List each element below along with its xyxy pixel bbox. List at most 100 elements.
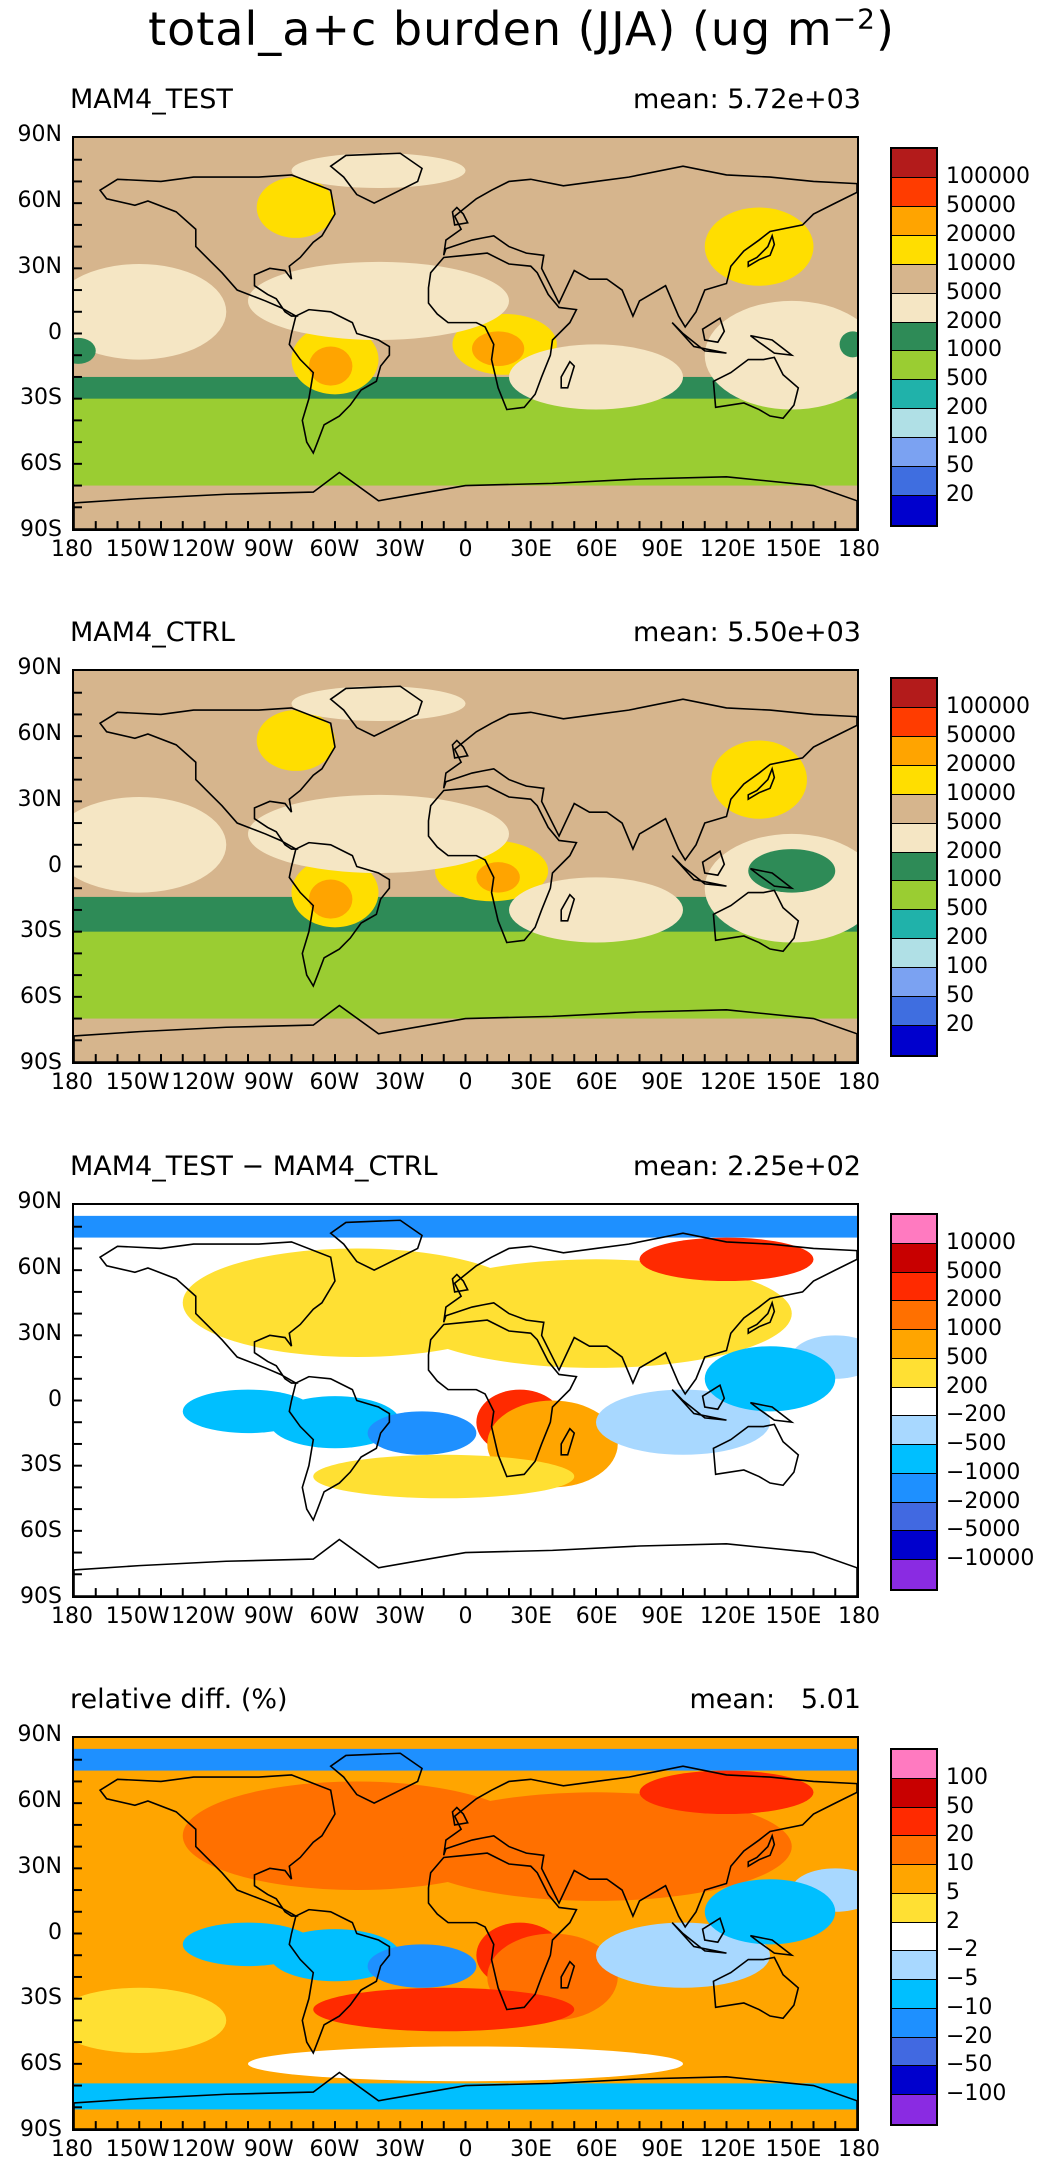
colorbar-swatch — [892, 467, 936, 497]
panel-mean: mean: 5.01 — [689, 1684, 861, 1715]
coastline-africa — [427, 1319, 578, 1478]
coastline-japan — [747, 766, 776, 801]
lat-label: 90S — [20, 1584, 62, 1609]
lon-label: 60E — [575, 537, 618, 562]
lat-label: 60N — [17, 1254, 62, 1280]
lon-label: 150E — [765, 2137, 822, 2162]
coastline-borneo — [701, 1384, 726, 1411]
colorbar-swatch — [892, 679, 936, 708]
colorbar-swatch — [892, 322, 936, 352]
map-plot — [72, 1736, 859, 2131]
colorbar-label: 1000 — [946, 337, 1002, 363]
lat-label: 90N — [17, 1189, 62, 1214]
colorbar-swatch — [892, 1026, 936, 1055]
coastline-antarctica — [74, 1538, 857, 1596]
lat-label: 60N — [17, 720, 62, 746]
colorbar-label: −100 — [946, 2081, 1007, 2107]
colorbar-label: 50000 — [946, 192, 1016, 218]
lat-label: 60S — [20, 451, 62, 477]
map-plot — [72, 1203, 859, 1598]
field-contour — [595, 1389, 770, 1455]
colorbar-label: −1000 — [946, 1459, 1021, 1485]
colorbar-label: 500 — [946, 1344, 988, 1370]
colorbar-label: 500 — [946, 896, 988, 922]
field-map-svg — [74, 1205, 857, 1596]
coastline-borneo — [701, 850, 726, 877]
coastline-japan — [747, 233, 776, 268]
lon-label: 30E — [510, 1604, 553, 1629]
colorbar-label: 500 — [946, 366, 988, 392]
lat-label: 30S — [20, 918, 62, 944]
colorbar-label: 2000 — [946, 1287, 1002, 1313]
colorbar-swatch — [892, 1865, 936, 1894]
lon-label: 90E — [641, 2137, 684, 2162]
colorbar-swatch — [892, 852, 936, 882]
colorbar-swatch — [892, 2037, 936, 2067]
lon-label: 90W — [243, 537, 294, 562]
colorbar-label: −10 — [946, 1994, 993, 2020]
panel-title: MAM4_TEST − MAM4_CTRL — [70, 1151, 438, 1182]
colorbar-label: 10000 — [946, 250, 1016, 276]
colorbar-swatch — [892, 1980, 936, 2009]
colorbar-label: 10000 — [946, 780, 1016, 806]
colorbar-label: 50 — [946, 453, 974, 479]
colorbar-swatch — [892, 1272, 936, 1302]
lon-label: 90E — [641, 1070, 684, 1095]
colorbar-label: −50 — [946, 2052, 993, 2078]
panel-mean: mean: 5.50e+03 — [633, 617, 861, 648]
coastline-uk — [451, 1806, 469, 1826]
lat-label: 30S — [20, 385, 62, 411]
colorbar-swatch — [892, 264, 936, 294]
figure-title-text: total_a+c burden (JJA) (ug m — [148, 2, 833, 56]
colorbar-label: 50 — [946, 983, 974, 1009]
field-contour — [74, 797, 227, 893]
field-contour — [247, 794, 509, 874]
coastline-madagascar — [560, 1427, 576, 1456]
colorbar-swatch — [892, 1778, 936, 1808]
colorbar-swatch — [892, 1807, 936, 1837]
lat-label: 90N — [17, 655, 62, 680]
coastline-newguinea — [749, 334, 795, 357]
coastline-australia — [712, 889, 800, 953]
colorbar-swatch — [892, 823, 936, 853]
colorbar-swatch — [892, 177, 936, 207]
coastline-africa — [427, 252, 578, 411]
field-contour — [74, 264, 227, 360]
coastline-samerica — [288, 841, 391, 988]
field-band — [74, 398, 857, 486]
colorbar-swatch — [892, 968, 936, 998]
colorbar-label: 1000 — [946, 867, 1002, 893]
colorbar-swatch — [892, 1387, 936, 1417]
lon-label: 30E — [510, 537, 553, 562]
field-contour — [839, 331, 857, 358]
coastline-uk — [451, 1273, 469, 1293]
colorbar-label: −2 — [946, 1937, 979, 1963]
colorbar-label: 20 — [946, 1822, 974, 1848]
colorbar-label: 5000 — [946, 809, 1002, 835]
colorbar-label: −5 — [946, 1966, 979, 1992]
field-band — [74, 931, 857, 1019]
lon-label: 0 — [458, 1604, 473, 1629]
field-contour — [313, 1454, 575, 1499]
field-band — [74, 2083, 857, 2110]
lat-label: 0 — [48, 852, 62, 878]
coastline-greenland — [329, 685, 423, 738]
coastline-indonesia1 — [671, 1389, 727, 1421]
colorbar-label: 2000 — [946, 838, 1002, 864]
lat-label: 30N — [17, 1853, 62, 1879]
coastline-eurasia — [442, 165, 857, 329]
lon-label: 180 — [838, 537, 880, 562]
coastline-newguinea — [749, 1401, 795, 1424]
field-contour — [367, 1411, 477, 1455]
lon-label: 180 — [51, 1070, 93, 1095]
field-contour — [247, 261, 509, 341]
colorbar-label: 100000 — [946, 693, 1030, 719]
field-contour — [509, 344, 683, 410]
colorbar-label: 10 — [946, 1851, 974, 1877]
colorbar-label: 100000 — [946, 163, 1030, 189]
coastline-namerica — [98, 1241, 336, 1384]
lon-label: 30E — [510, 2137, 553, 2162]
colorbar-swatch — [892, 149, 936, 178]
lat-label: 90S — [20, 1050, 62, 1075]
lon-label: 0 — [458, 537, 473, 562]
